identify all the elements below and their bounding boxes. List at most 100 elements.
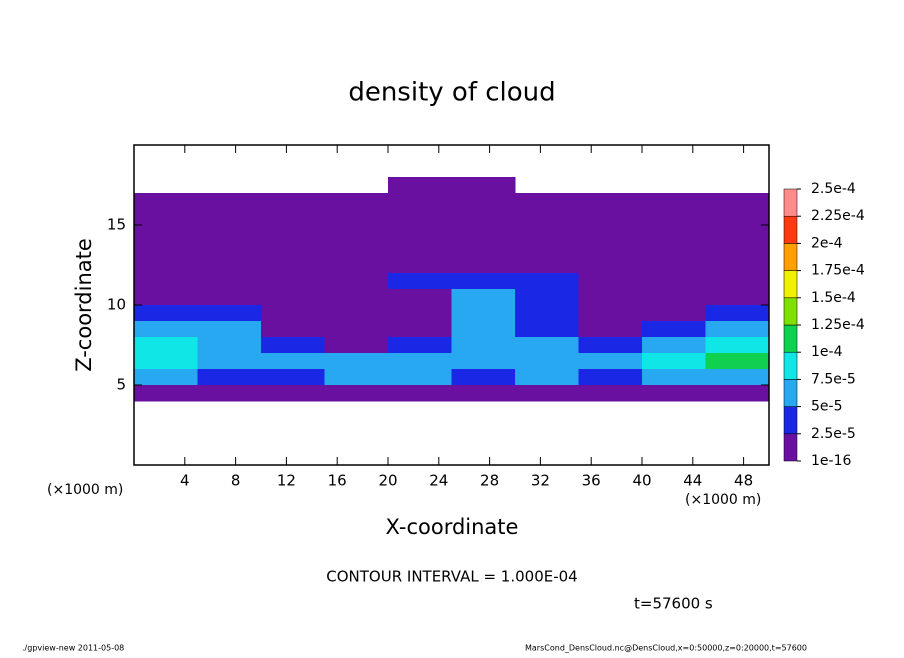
field-cell: [388, 241, 452, 258]
field-cell: [388, 209, 452, 226]
colorbar-band: [783, 215, 798, 244]
field-cell: [642, 289, 706, 306]
field-cell: [451, 209, 516, 226]
colorbar-label: 1e-16: [811, 453, 851, 469]
x-unit-label: (×1000 m): [685, 492, 761, 508]
field-cell: [261, 225, 325, 242]
field-cell: [578, 289, 643, 306]
field-cell: [451, 177, 516, 194]
field-cell: [515, 321, 579, 338]
field-cell: [705, 337, 770, 354]
field-cell: [451, 257, 516, 274]
field-cell: [705, 321, 770, 338]
field-cell: [197, 209, 262, 226]
field-cell: [451, 289, 516, 306]
x-tick-label: 28: [480, 472, 499, 490]
field-cell: [451, 321, 516, 338]
x-tick-label: 16: [328, 472, 347, 490]
field-cell: [324, 289, 389, 306]
field-cell: [515, 305, 579, 322]
field-cell: [451, 369, 516, 386]
field-cell: [705, 241, 770, 258]
field-cell: [642, 225, 706, 242]
field-cell: [134, 209, 198, 226]
field-cell: [388, 273, 452, 290]
field-cell: [388, 337, 452, 354]
colorbar-label: 2.5e-4: [811, 181, 856, 197]
field-cell: [197, 385, 262, 402]
field-cell: [324, 385, 389, 402]
field-cell: [451, 353, 516, 370]
field-cell: [134, 369, 198, 386]
colorbar-band: [783, 188, 798, 217]
field-cell: [515, 337, 579, 354]
field-cell: [324, 369, 389, 386]
field-cell: [134, 305, 198, 322]
field-cell: [705, 385, 770, 402]
field-cell: [324, 273, 389, 290]
field-cell: [134, 273, 198, 290]
x-tick-label: 12: [277, 472, 296, 490]
field-cell: [388, 321, 452, 338]
field-cell: [578, 257, 643, 274]
field-cell: [642, 257, 706, 274]
colorbar-label: 1.75e-4: [811, 263, 865, 279]
field-cell: [388, 177, 452, 194]
field-cell: [642, 353, 706, 370]
field-cell: [388, 369, 452, 386]
colorbar-band: [783, 351, 798, 380]
field-cell: [261, 257, 325, 274]
field-cell: [324, 337, 389, 354]
field-cell: [705, 273, 770, 290]
field-cell: [134, 321, 198, 338]
field-cell: [197, 241, 262, 258]
field-cell: [515, 385, 579, 402]
field-cell: [197, 321, 262, 338]
field-cell: [388, 305, 452, 322]
field-cell: [642, 241, 706, 258]
field-cell: [134, 241, 198, 258]
colorbar-label: 2.5e-5: [811, 426, 856, 442]
colorbar-label: 2e-4: [811, 235, 843, 251]
field-cell: [324, 353, 389, 370]
x-tick-label: 20: [378, 472, 397, 490]
x-tick-label: 44: [683, 472, 702, 490]
field-cell: [134, 337, 198, 354]
y-tick-label: 15: [107, 216, 126, 234]
field-cell: [261, 305, 325, 322]
field-cell: [578, 209, 643, 226]
field-cell: [261, 273, 325, 290]
field-cell: [578, 369, 643, 386]
colorbar-band: [783, 433, 798, 462]
field-cell: [515, 209, 579, 226]
field-cell: [134, 353, 198, 370]
field-cell: [388, 225, 452, 242]
field-cell: [388, 289, 452, 306]
field-cell: [642, 321, 706, 338]
field-cell: [324, 257, 389, 274]
field-cell: [197, 305, 262, 322]
x-tick-label: 8: [231, 472, 241, 490]
field-cell: [197, 273, 262, 290]
field-cell: [451, 273, 516, 290]
y-tick-label: 10: [107, 296, 126, 314]
field-cell: [261, 353, 325, 370]
field-cell: [705, 289, 770, 306]
x-tick-label: 24: [429, 472, 448, 490]
colorbar-band: [783, 297, 798, 326]
field-cell: [451, 385, 516, 402]
colorbar-label: 1.5e-4: [811, 290, 856, 306]
field-cell: [705, 209, 770, 226]
field-cell: [515, 225, 579, 242]
field-cell: [578, 385, 643, 402]
field-cell: [451, 305, 516, 322]
field-cell: [705, 305, 770, 322]
field-cell: [197, 353, 262, 370]
field-cell: [705, 369, 770, 386]
field-cell: [515, 257, 579, 274]
field-cell: [134, 193, 198, 210]
y-tick-label: 5: [116, 376, 126, 394]
field-cell: [197, 289, 262, 306]
